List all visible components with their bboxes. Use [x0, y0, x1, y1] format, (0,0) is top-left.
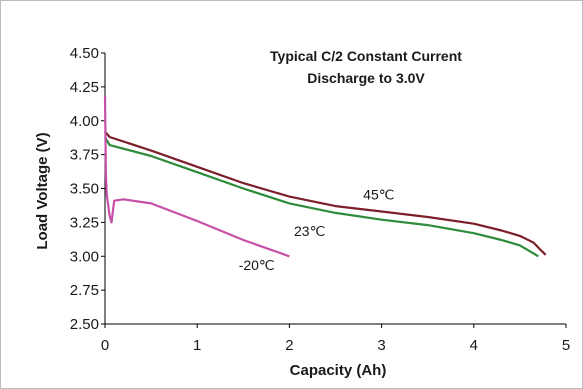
x-axis-title: Capacity (Ah): [290, 362, 387, 379]
y-tick-label: 3.00: [70, 248, 99, 265]
y-axis-title: Load Voltage (V): [34, 132, 51, 249]
x-tick-label: 4: [470, 337, 478, 354]
series-group: 45℃ 23℃ -20℃: [103, 96, 547, 273]
y-tick-label: 4.50: [70, 45, 99, 62]
axes: 2.502.753.003.253.503.754.004.254.500 1 2 3…: [70, 45, 570, 354]
y-tick-label: 2.75: [70, 282, 99, 299]
x-tick-label: 3: [377, 337, 385, 354]
series-line-0: [104, 130, 547, 256]
chart-title-line-2: Discharge to 3.0V: [307, 70, 425, 86]
series-label-1: 23℃: [294, 223, 325, 239]
series-label-2: -20℃: [239, 257, 275, 273]
y-tick-label: 3.50: [70, 181, 99, 198]
y-tick-label: 3.75: [70, 147, 99, 164]
series-label-0: 45℃: [363, 186, 394, 202]
y-tick-label: 3.25: [70, 214, 99, 231]
x-tick-label: 1: [193, 337, 201, 354]
series-line-2: [103, 96, 290, 258]
y-tick-label: 2.50: [70, 316, 99, 333]
y-tick-label: 4.00: [70, 113, 99, 130]
series-line-1: [104, 136, 539, 258]
chart-title-line-1: Typical C/2 Constant Current: [270, 48, 462, 64]
x-tick-label: 2: [285, 337, 293, 354]
x-tick-label: 5: [562, 337, 570, 354]
y-tick-label: 4.25: [70, 79, 99, 96]
x-tick-label: 0: [101, 337, 109, 354]
